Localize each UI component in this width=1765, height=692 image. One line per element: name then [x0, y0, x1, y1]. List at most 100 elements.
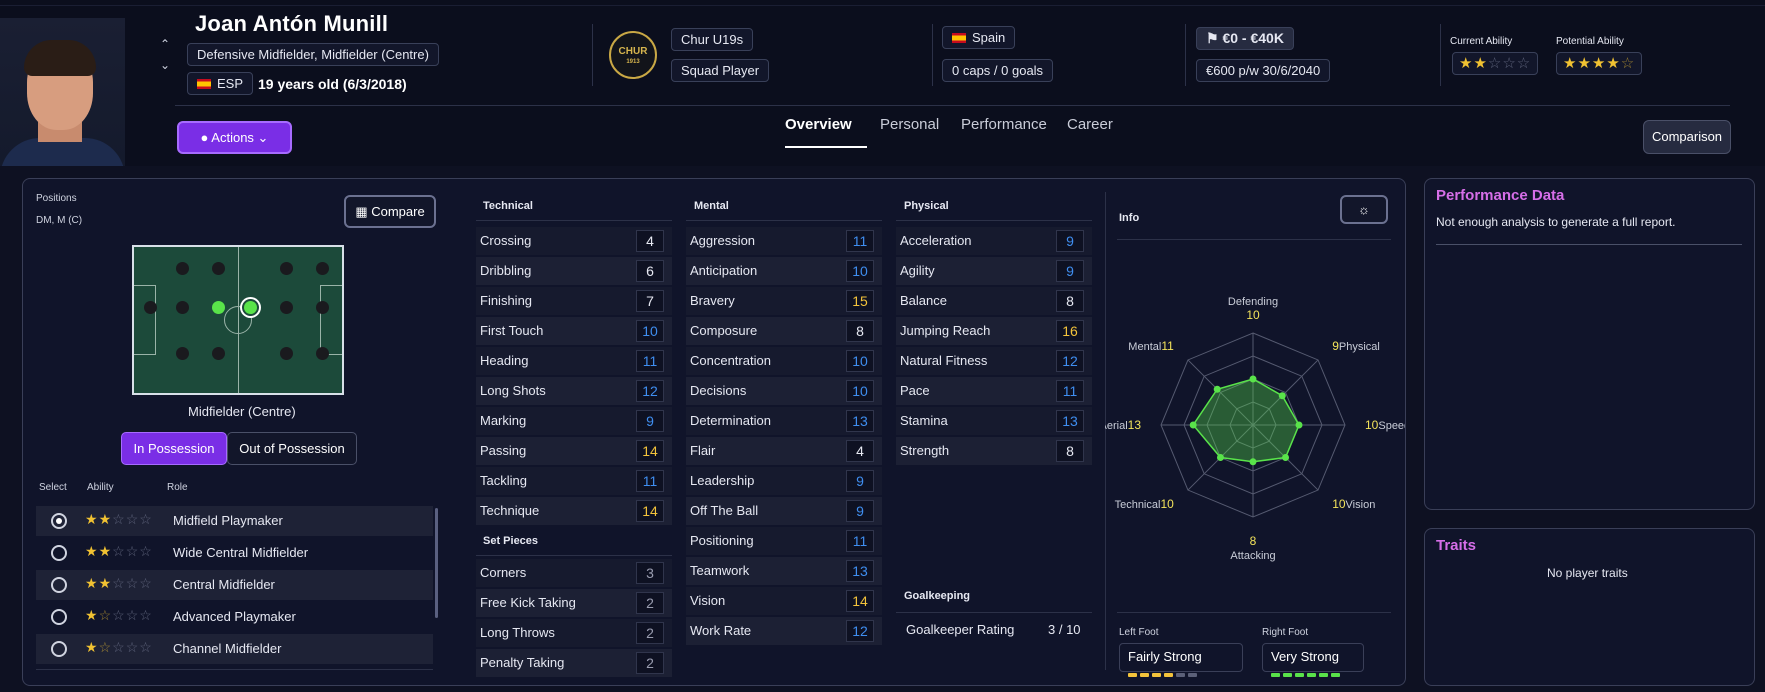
attribute-row[interactable]: Determination 13 [686, 407, 882, 435]
right-foot-bars [1271, 665, 1343, 677]
role-row[interactable]: ★★☆☆☆ Central Midfielder [36, 570, 433, 600]
radar-label-vision: 10Vision [1332, 497, 1375, 511]
player-name: Joan Antón Munill [195, 11, 389, 36]
tab-personal[interactable]: Personal [880, 116, 940, 133]
tab-career[interactable]: Career [1067, 116, 1113, 133]
attribute-row[interactable]: Strength 8 [896, 437, 1092, 465]
attribute-row[interactable]: Crossing 4 [476, 227, 672, 255]
attribute-row[interactable]: Technique 14 [476, 497, 672, 525]
pitch-caption: Midfielder (Centre) [188, 404, 296, 419]
attribute-row[interactable]: Agility 9 [896, 257, 1092, 285]
info-top-divider [1117, 239, 1391, 240]
attribute-row[interactable]: Jumping Reach 16 [896, 317, 1092, 345]
pitch-position-dot [280, 347, 293, 360]
traits-panel [1424, 528, 1755, 686]
attribute-row[interactable]: Balance 8 [896, 287, 1092, 315]
chevron-down-icon[interactable]: ⌄ [159, 58, 171, 72]
attribute-value: 11 [846, 230, 874, 252]
attribute-row[interactable]: Stamina 13 [896, 407, 1092, 435]
attribute-row[interactable]: Anticipation 10 [686, 257, 882, 285]
radar-settings-button[interactable]: ☼ [1340, 195, 1388, 224]
attribute-row[interactable]: Flair 4 [686, 437, 882, 465]
technical-divider [476, 220, 672, 221]
role-name: Channel Midfielder [173, 641, 282, 656]
position-pitch [132, 245, 344, 395]
attribute-row[interactable]: First Touch 10 [476, 317, 672, 345]
role-row[interactable]: ★★☆☆☆ Midfield Playmaker [36, 506, 433, 536]
col-role: Role [167, 482, 188, 493]
in-possession-button[interactable]: In Possession [121, 432, 227, 465]
attribute-row[interactable]: Bravery 15 [686, 287, 882, 315]
attribute-row[interactable]: Long Shots 12 [476, 377, 672, 405]
attribute-row[interactable]: Acceleration 9 [896, 227, 1092, 255]
attribute-row[interactable]: Positioning 11 [686, 527, 882, 555]
radar-point [1189, 421, 1197, 429]
attribute-row[interactable]: Tackling 11 [476, 467, 672, 495]
tab-overview[interactable]: Overview [785, 116, 852, 133]
attribute-row[interactable]: Free Kick Taking 2 [476, 589, 672, 617]
pitch-position-dot [212, 347, 225, 360]
attribute-row[interactable]: Off The Ball 9 [686, 497, 882, 525]
nationality-pill[interactable]: ESP [187, 72, 254, 95]
radar-point [1295, 421, 1303, 429]
role-radio[interactable] [51, 545, 67, 561]
attribute-name: Jumping Reach [900, 323, 991, 338]
attribute-row[interactable]: Composure 8 [686, 317, 882, 345]
attribute-row[interactable]: Leadership 9 [686, 467, 882, 495]
transfer-value[interactable]: ⚑ €0 - €40K [1196, 27, 1294, 50]
role-row[interactable]: ★☆☆☆☆ Advanced Playmaker [36, 602, 433, 632]
attribute-value: 14 [636, 500, 664, 522]
attribute-row[interactable]: Penalty Taking 2 [476, 649, 672, 677]
attribute-row[interactable]: Concentration 10 [686, 347, 882, 375]
radar-point [1249, 458, 1257, 466]
attribute-row[interactable]: Long Throws 2 [476, 619, 672, 647]
attribute-row[interactable]: Finishing 7 [476, 287, 672, 315]
attribute-row[interactable]: Teamwork 13 [686, 557, 882, 585]
pitch-position-dot [212, 262, 225, 275]
set-pieces-title: Set Pieces [483, 535, 539, 547]
role-row[interactable]: ★☆☆☆☆ Channel Midfielder [36, 634, 433, 664]
roles-scrollbar[interactable] [435, 508, 438, 618]
chevron-up-icon[interactable]: ⌃ [159, 37, 171, 51]
role-row[interactable]: ★★☆☆☆ Wide Central Midfielder [36, 538, 433, 568]
role-radio[interactable] [51, 577, 67, 593]
attribute-name: Dribbling [480, 263, 532, 278]
attribute-row[interactable]: Heading 11 [476, 347, 672, 375]
role-radio[interactable] [51, 609, 67, 625]
pitch-position-dm [212, 301, 225, 314]
attribute-row[interactable]: Vision 14 [686, 587, 882, 615]
radar-label-mental: Mental11 [1128, 339, 1174, 353]
role-radio[interactable] [51, 641, 67, 657]
right-foot-rating: Very Strong [1262, 643, 1364, 677]
attribute-row[interactable]: Corners 3 [476, 559, 672, 587]
attribute-row[interactable]: Work Rate 12 [686, 617, 882, 645]
nation-pill[interactable]: Spain [942, 26, 1016, 49]
pitch-position-dot [316, 262, 329, 275]
top-divider [0, 5, 1765, 6]
attribute-row[interactable]: Pace 11 [896, 377, 1092, 405]
club-badge[interactable]: CHUR 1913 [609, 31, 657, 79]
attribute-value: 9 [846, 500, 874, 522]
attribute-value: 8 [1056, 290, 1084, 312]
goalkeeper-rating-label: Goalkeeper Rating [906, 622, 1015, 637]
attribute-row[interactable]: Aggression 11 [686, 227, 882, 255]
traits-text: No player traits [1547, 566, 1628, 580]
comparison-button[interactable]: Comparison [1643, 120, 1731, 154]
actions-button[interactable]: ● Actions ⌄ [177, 121, 292, 154]
active-tab-indicator [785, 146, 867, 148]
attribute-row[interactable]: Decisions 10 [686, 377, 882, 405]
compare-button[interactable]: ▦ Compare [344, 195, 436, 228]
out-of-possession-button[interactable]: Out of Possession [227, 432, 357, 465]
tab-performance[interactable]: Performance [961, 116, 1047, 133]
nation-name: Spain [972, 30, 1006, 45]
radar-point [1282, 454, 1290, 462]
attribute-row[interactable]: Dribbling 6 [476, 257, 672, 285]
left-foot-label: Left Foot [1119, 627, 1159, 638]
roles-bottom [36, 669, 433, 670]
pitch-position-dot [316, 347, 329, 360]
attribute-row[interactable]: Natural Fitness 12 [896, 347, 1092, 375]
club-name[interactable]: Chur U19s [671, 28, 754, 51]
attribute-row[interactable]: Marking 9 [476, 407, 672, 435]
role-radio[interactable] [51, 513, 67, 529]
attribute-row[interactable]: Passing 14 [476, 437, 672, 465]
